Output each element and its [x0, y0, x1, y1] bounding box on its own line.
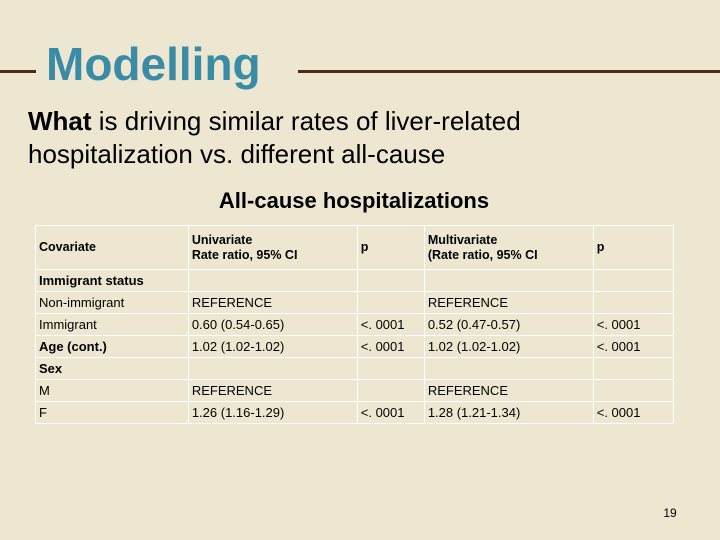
cell-univariate: 1.26 (1.16-1.29) — [187, 401, 358, 424]
cell-p2: <. 0001 — [592, 335, 675, 358]
cell-univariate: REFERENCE — [187, 291, 358, 314]
cell-multivariate: REFERENCE — [423, 379, 594, 402]
cell-p1: <. 0001 — [356, 401, 425, 424]
cell-p1: <. 0001 — [356, 313, 425, 336]
cell-p2: <. 0001 — [592, 401, 675, 424]
cell-p1 — [356, 379, 425, 402]
table-subtitle: All-cause hospitalizations — [218, 188, 490, 213]
cell-p2 — [592, 291, 675, 314]
table-row: Immigrant status — [35, 269, 675, 292]
cell-univariate: 0.60 (0.54-0.65) — [187, 313, 358, 336]
table-row: M REFERENCE REFERENCE — [35, 379, 675, 402]
cell-p1 — [356, 357, 425, 380]
cell-multivariate: 1.02 (1.02-1.02) — [423, 335, 594, 358]
cell-covariate: Sex — [35, 357, 189, 380]
table-row: F 1.26 (1.16-1.29) <. 0001 1.28 (1.21-1.… — [35, 401, 675, 424]
question-bold: What — [28, 106, 92, 136]
header-multivariate: Multivariate (Rate ratio, 95% CI — [423, 225, 594, 270]
table-row: Non-immigrant REFERENCE REFERENCE — [35, 291, 675, 314]
cell-p2 — [592, 379, 675, 402]
question-rest: is driving similar rates of liver-relate… — [28, 106, 521, 169]
header-univariate-line2: Rate ratio, 95% CI — [191, 247, 298, 262]
cell-p1 — [356, 291, 425, 314]
table-row: Age (cont.) 1.02 (1.02-1.02) <. 0001 1.0… — [35, 335, 675, 358]
cell-univariate — [187, 269, 358, 292]
question-text: What is driving similar rates of liver-r… — [28, 105, 668, 171]
cell-p2 — [592, 269, 675, 292]
cell-univariate: 1.02 (1.02-1.02) — [187, 335, 358, 358]
results-table: Covariate Univariate Rate ratio, 95% CI … — [35, 225, 675, 424]
header-univariate: Univariate Rate ratio, 95% CI — [187, 225, 358, 270]
title-rule-right — [298, 70, 720, 73]
slide-title: Modelling — [46, 38, 261, 90]
page-number: 19 — [663, 506, 677, 520]
cell-p2 — [592, 357, 675, 380]
cell-p1 — [356, 269, 425, 292]
title-rule-left — [0, 70, 36, 73]
table-header-row: Covariate Univariate Rate ratio, 95% CI … — [35, 225, 675, 270]
header-covariate: Covariate — [35, 225, 189, 270]
cell-covariate: Immigrant status — [35, 269, 189, 292]
cell-p2: <. 0001 — [592, 313, 675, 336]
header-multivariate-line2: (Rate ratio, 95% CI — [427, 247, 538, 262]
header-p2: p — [592, 225, 675, 270]
header-multivariate-line1: Multivariate — [427, 232, 498, 247]
cell-covariate: Non-immigrant — [35, 291, 189, 314]
cell-multivariate: 0.52 (0.47-0.57) — [423, 313, 594, 336]
header-p1: p — [356, 225, 425, 270]
table-row: Immigrant 0.60 (0.54-0.65) <. 0001 0.52 … — [35, 313, 675, 336]
title-bar: Modelling — [0, 34, 720, 94]
cell-univariate: REFERENCE — [187, 379, 358, 402]
cell-covariate: F — [35, 401, 189, 424]
cell-multivariate: 1.28 (1.21-1.34) — [423, 401, 594, 424]
cell-multivariate — [423, 357, 594, 380]
cell-multivariate: REFERENCE — [423, 291, 594, 314]
cell-covariate: Age (cont.) — [35, 335, 189, 358]
header-univariate-line1: Univariate — [191, 232, 253, 247]
table-row: Sex — [35, 357, 675, 380]
cell-univariate — [187, 357, 358, 380]
cell-p1: <. 0001 — [356, 335, 425, 358]
cell-covariate: M — [35, 379, 189, 402]
cell-multivariate — [423, 269, 594, 292]
cell-covariate: Immigrant — [35, 313, 189, 336]
